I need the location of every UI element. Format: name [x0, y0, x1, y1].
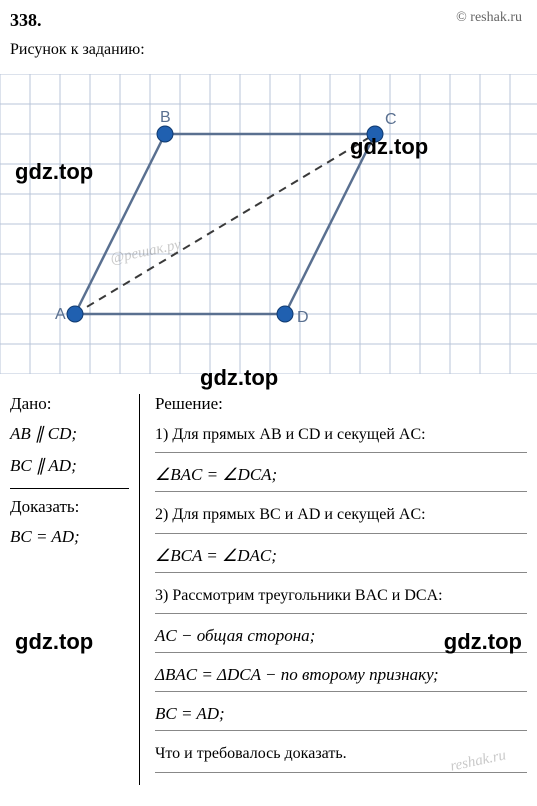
geometry-diagram: ABCD gdz.top gdz.top @решак.ру: [0, 74, 537, 374]
given-line-1: AB ∥ CD;: [10, 424, 129, 444]
diagram-svg: A B C D: [0, 74, 537, 374]
svg-text:A: A: [55, 306, 66, 323]
given-title: Дано:: [10, 394, 129, 414]
prove-title: Доказать:: [10, 497, 129, 517]
copyright-text: © reshak.ru: [456, 10, 522, 31]
step-5: 3) Рассмотрим треугольники BAC и DCA:: [155, 585, 527, 614]
proof-table: Дано: AB ∥ CD; BC ∥ AD; Доказать: BC = A…: [10, 394, 527, 785]
step-9: Что и требовалось доказать.: [155, 743, 527, 772]
step-3: 2) Для прямых BC и AD и секущей AC:: [155, 504, 527, 533]
solution-column: Решение: 1) Для прямых AB и CD и секущей…: [140, 394, 527, 785]
step-8: BC = AD;: [155, 704, 527, 731]
svg-text:D: D: [297, 309, 309, 326]
given-column: Дано: AB ∥ CD; BC ∥ AD; Доказать: BC = A…: [10, 394, 140, 785]
step-1: 1) Для прямых AB и CD и секущей AC:: [155, 424, 527, 453]
svg-text:C: C: [385, 111, 397, 128]
svg-text:B: B: [160, 109, 171, 126]
step-4: ∠BCA = ∠DAC;: [155, 546, 527, 573]
solution-title: Решение:: [155, 394, 527, 414]
step-2: ∠BAC = ∠DCA;: [155, 465, 527, 492]
problem-number: 338.: [10, 10, 42, 31]
step-6: AC − общая сторона;: [155, 626, 527, 653]
given-line-2: BC ∥ AD;: [10, 456, 129, 476]
prove-line-1: BC = AD;: [10, 527, 129, 547]
step-7: ΔBAC = ΔDCA − по второму признаку;: [155, 665, 527, 692]
diagram-subtitle: Рисунок к заданию:: [0, 36, 537, 74]
